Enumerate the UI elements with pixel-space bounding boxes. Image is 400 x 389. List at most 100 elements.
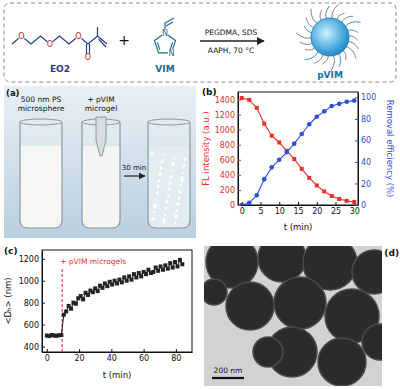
data-point <box>134 275 138 279</box>
data-point <box>262 122 266 126</box>
tick-mark <box>355 183 358 184</box>
floc <box>167 195 170 198</box>
axis: 40060080010001200 <box>19 251 45 353</box>
tick-mark <box>238 160 241 161</box>
annotation: + pVIM microgels <box>60 257 126 266</box>
molecule-label: pVIM <box>317 70 343 80</box>
vial-1-glass <box>20 122 62 228</box>
floc <box>151 153 154 156</box>
plot-frame <box>42 250 192 352</box>
tick: 10 <box>275 202 285 216</box>
data-point <box>344 99 349 104</box>
tick: 600 <box>220 156 241 165</box>
data-point <box>125 279 129 283</box>
series-line <box>242 101 355 205</box>
data-point <box>74 302 78 306</box>
data-point <box>307 176 311 180</box>
tick-label: 0 <box>45 354 50 363</box>
data-point <box>86 293 90 297</box>
polymer-strand <box>296 33 313 38</box>
data-point <box>120 280 124 284</box>
floc <box>158 180 161 183</box>
data-point <box>329 104 334 109</box>
axis: 020406080100 <box>355 93 376 211</box>
floc <box>162 220 166 224</box>
data-point <box>299 132 304 137</box>
data-point <box>81 297 85 301</box>
vial-label: + pVIM <box>87 95 114 104</box>
tick-mark <box>144 349 145 352</box>
tick: 25 <box>331 202 341 216</box>
tem-particle <box>204 279 227 305</box>
axis-line <box>358 93 359 206</box>
eo2-bonds <box>12 36 107 44</box>
tick: 60 <box>139 349 149 363</box>
tick-label: 20 <box>361 180 371 189</box>
data-point <box>277 140 281 144</box>
data-point <box>247 201 252 205</box>
tick-label: 400 <box>220 171 235 180</box>
plot-area <box>239 96 356 205</box>
polymer-strand <box>344 22 360 28</box>
data-point <box>139 274 143 278</box>
tick-mark <box>355 97 358 98</box>
plot-area <box>45 258 184 352</box>
floc <box>180 178 184 182</box>
microgel-flocs <box>151 151 187 224</box>
data-point <box>96 289 100 293</box>
floc <box>156 192 159 195</box>
floc <box>162 154 164 156</box>
tem-particle <box>318 338 366 386</box>
tick-label: 400 <box>24 343 39 352</box>
floc <box>169 175 173 179</box>
data-point <box>239 203 244 205</box>
molecule-label: EO2 <box>50 64 70 74</box>
methyl-bond <box>97 27 98 36</box>
data-point <box>151 270 155 274</box>
vial-label: microsphere <box>18 104 65 113</box>
tick: 800 <box>220 141 241 150</box>
data-point <box>100 286 104 290</box>
data-point <box>255 106 259 110</box>
tick-label: 200 <box>220 186 235 195</box>
plot-frame <box>238 92 358 205</box>
tick: 80 <box>171 349 181 363</box>
tick: 400 <box>24 343 45 352</box>
atom-label: N <box>162 29 168 38</box>
tem-particle <box>253 337 283 367</box>
polymer-strand <box>331 54 335 71</box>
annotation-line <box>62 268 63 352</box>
tick: 0 <box>230 201 241 210</box>
tick-label: 15 <box>293 207 303 216</box>
reaction-arrow <box>200 40 264 41</box>
tick-label: 80 <box>361 115 371 124</box>
floc <box>173 157 175 159</box>
floc <box>182 172 184 174</box>
data-point <box>292 157 296 161</box>
axis: 020406080 <box>43 349 193 363</box>
floc <box>180 184 182 186</box>
y2-axis-title: Removal efficiency (%) <box>385 100 395 198</box>
data-point <box>240 96 244 100</box>
floc <box>174 222 177 225</box>
tick-mark <box>42 281 45 282</box>
tick: 800 <box>24 299 45 308</box>
tick-mark <box>111 349 112 352</box>
tick: 200 <box>220 186 241 195</box>
tick-mark <box>261 202 262 205</box>
x-axis-title: t (min) <box>103 370 132 380</box>
floc <box>165 207 168 210</box>
molecule-label: VIM <box>155 64 174 74</box>
tick-mark <box>42 325 45 326</box>
time-arrow <box>124 175 145 176</box>
tem-particles <box>204 246 382 386</box>
data-point <box>262 177 267 182</box>
tick-label: 0 <box>230 201 235 210</box>
tick-mark <box>317 202 318 205</box>
vial-1-rim <box>20 119 62 125</box>
data-point <box>171 266 175 270</box>
tick: 40 <box>107 349 117 363</box>
page: {"scheme": {"reactant_1": "EO2", "plus":… <box>0 0 400 389</box>
data-point <box>292 141 297 146</box>
tick-label: 40 <box>361 158 371 167</box>
